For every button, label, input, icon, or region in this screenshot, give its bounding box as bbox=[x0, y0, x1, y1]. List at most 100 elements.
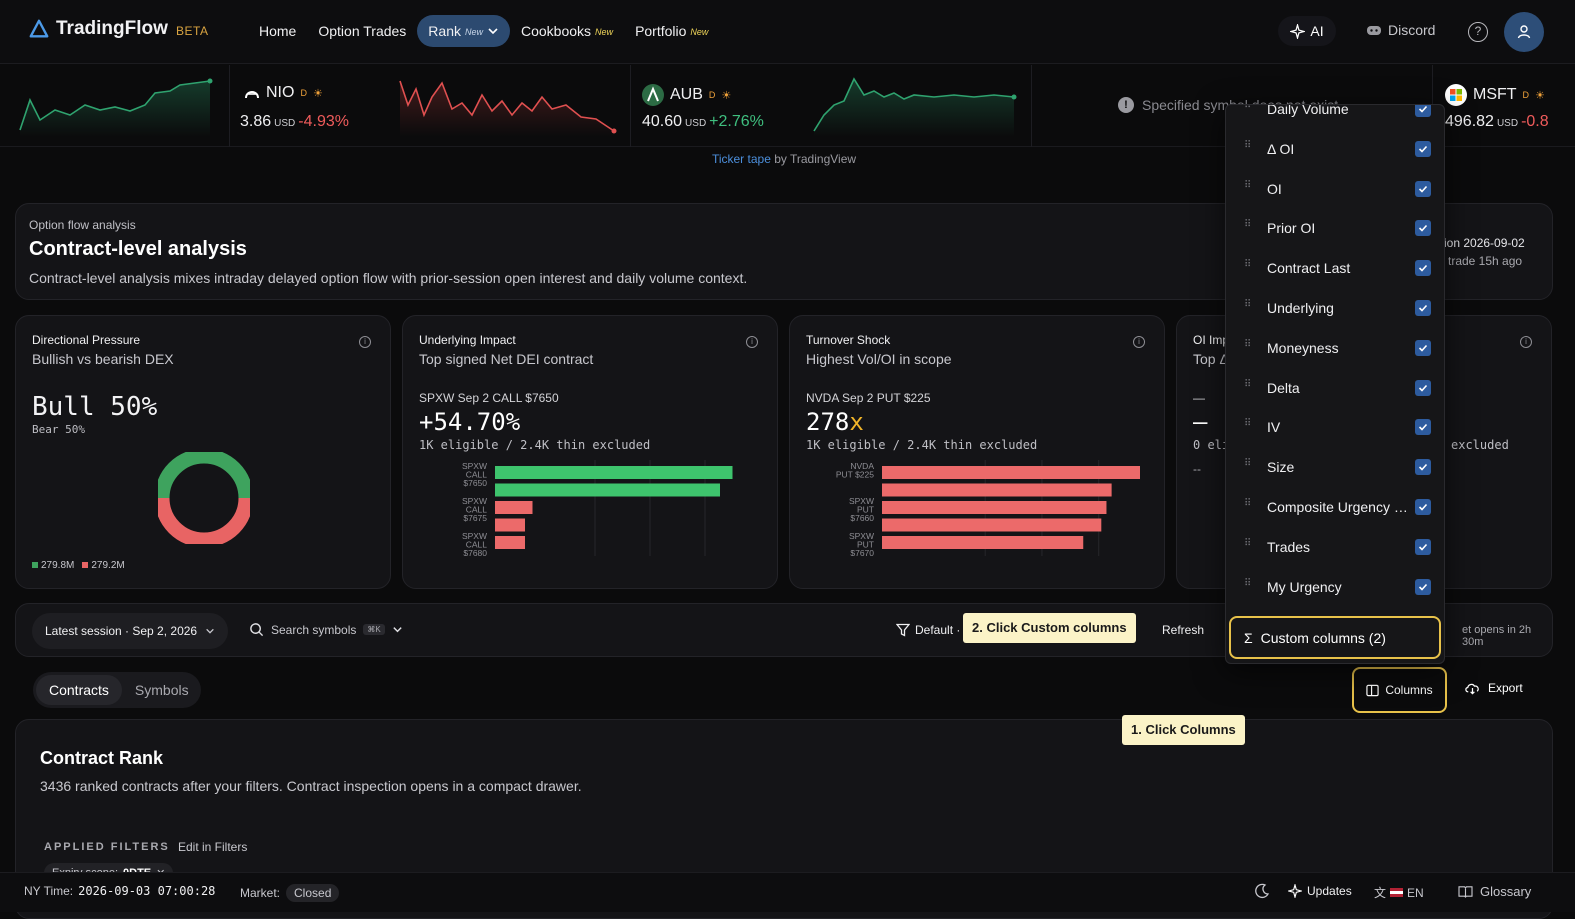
column-toggle-row[interactable]: ⠿ Daily Volume bbox=[1226, 104, 1444, 129]
checkbox[interactable] bbox=[1415, 578, 1431, 595]
ticker-msft[interactable]: MSFT D ☀ bbox=[1445, 84, 1545, 106]
brand-logo[interactable]: TradingFlow bbox=[28, 18, 168, 40]
bar[interactable] bbox=[495, 518, 525, 532]
column-toggle-row[interactable]: ⠿ Moneyness bbox=[1226, 328, 1444, 368]
drag-handle-icon[interactable]: ⠿ bbox=[1244, 104, 1253, 111]
checkbox[interactable] bbox=[1415, 180, 1431, 197]
checkbox[interactable] bbox=[1415, 105, 1431, 117]
ticker-tape-link[interactable]: Ticker tape bbox=[711, 152, 771, 166]
ticker-nio[interactable]: NIO D ☀ bbox=[244, 84, 323, 102]
ticker-change: -4.93% bbox=[298, 113, 349, 130]
columns-button[interactable]: Columns bbox=[1352, 667, 1447, 713]
info-icon[interactable]: i bbox=[1133, 336, 1145, 348]
column-toggle-row[interactable]: ⠿ Delta bbox=[1226, 368, 1444, 408]
checkbox[interactable] bbox=[1415, 499, 1431, 515]
checkbox[interactable] bbox=[1415, 419, 1431, 436]
info-icon[interactable]: i bbox=[1520, 336, 1532, 348]
custom-columns-button[interactable]: Σ Custom columns (2) bbox=[1229, 616, 1441, 659]
columns-label: Columns bbox=[1385, 683, 1433, 697]
bar[interactable] bbox=[495, 466, 733, 479]
export-button[interactable]: Export bbox=[1464, 681, 1523, 695]
column-toggle-row[interactable]: ⠿ My Urgency bbox=[1226, 567, 1444, 607]
updates-button[interactable]: Updates bbox=[1288, 884, 1352, 898]
checkbox[interactable] bbox=[1415, 220, 1431, 237]
bar-label: CALL bbox=[466, 505, 488, 515]
market-status: Market: Closed bbox=[240, 884, 340, 902]
drag-handle-icon[interactable]: ⠿ bbox=[1244, 338, 1253, 350]
nav-home[interactable]: Home bbox=[248, 15, 307, 47]
column-toggle-row[interactable]: ⠿ Prior OI bbox=[1226, 208, 1444, 248]
help-icon[interactable]: ? bbox=[1468, 22, 1488, 42]
drag-handle-icon[interactable]: ⠿ bbox=[1244, 498, 1253, 509]
checkbox[interactable] bbox=[1415, 260, 1431, 277]
tab-symbols[interactable]: Symbols bbox=[134, 682, 189, 698]
session-select[interactable]: Latest session · Sep 2, 2026 bbox=[32, 613, 228, 649]
discord-link[interactable]: Discord bbox=[1366, 22, 1435, 38]
bar-label: SPXW bbox=[462, 531, 487, 541]
column-toggle-row[interactable]: ⠿ Composite Urgency Score bbox=[1226, 487, 1444, 527]
column-toggle-row[interactable]: ⠿ OI bbox=[1226, 169, 1444, 209]
column-toggle-row[interactable]: ⠿ Trades bbox=[1226, 527, 1444, 567]
filter-preset-button[interactable]: Default · bbox=[896, 623, 960, 637]
drag-handle-icon[interactable]: ⠿ bbox=[1244, 418, 1253, 430]
nio-logo-icon bbox=[245, 91, 259, 99]
tradingview-credit: Ticker tape by TradingView bbox=[0, 152, 1568, 166]
column-toggle-row[interactable]: ⠿ Size bbox=[1226, 447, 1444, 487]
bar[interactable] bbox=[882, 536, 1084, 549]
delayed-flag: D bbox=[300, 88, 307, 98]
ticker-currency: USD bbox=[1496, 118, 1519, 129]
column-label: Contract Last bbox=[1267, 260, 1351, 277]
drag-handle-icon[interactable]: ⠿ bbox=[1244, 259, 1253, 271]
drag-handle-icon[interactable]: ⠿ bbox=[1244, 139, 1253, 151]
bar[interactable] bbox=[495, 483, 720, 497]
checkbox[interactable] bbox=[1415, 379, 1431, 396]
bar[interactable] bbox=[495, 501, 533, 514]
info-icon[interactable]: i bbox=[746, 336, 758, 348]
moon-icon[interactable] bbox=[1254, 883, 1270, 899]
column-label: Daily Volume bbox=[1267, 104, 1349, 117]
column-toggle-row[interactable]: ⠿ Contract Last bbox=[1226, 248, 1444, 288]
nav-rank[interactable]: Rank New bbox=[417, 15, 510, 47]
refresh-button[interactable]: Refresh bbox=[1162, 623, 1205, 637]
bar[interactable] bbox=[882, 483, 1112, 497]
drag-handle-icon[interactable]: ⠿ bbox=[1244, 299, 1253, 310]
checkbox[interactable] bbox=[1415, 538, 1431, 555]
nav-cookbooks[interactable]: Cookbooks New bbox=[510, 15, 624, 47]
tab-contracts[interactable]: Contracts bbox=[36, 675, 122, 705]
bar-label: PUT $225 bbox=[836, 470, 874, 480]
drag-handle-icon[interactable]: ⠿ bbox=[1244, 219, 1253, 231]
session-select-label: Latest session · Sep 2, 2026 bbox=[45, 624, 198, 638]
drag-handle-icon[interactable]: ⠿ bbox=[1244, 537, 1253, 549]
symbol-search[interactable]: Search symbols ⌘K bbox=[249, 622, 403, 637]
column-toggle-row[interactable]: ⠿ Underlying bbox=[1226, 288, 1444, 328]
drag-handle-icon[interactable]: ⠿ bbox=[1244, 179, 1253, 191]
avatar[interactable] bbox=[1504, 12, 1544, 52]
bar[interactable] bbox=[882, 518, 1102, 532]
ticker-sparkline-aub bbox=[813, 77, 1017, 137]
column-toggle-row[interactable]: ⠿ IV bbox=[1226, 407, 1444, 447]
legend-bull: 279.8M bbox=[32, 560, 74, 571]
info-icon[interactable]: i bbox=[359, 336, 371, 348]
checkbox[interactable] bbox=[1415, 300, 1431, 316]
checkbox[interactable] bbox=[1415, 459, 1431, 476]
edit-filters-link[interactable]: Edit in Filters bbox=[178, 840, 248, 854]
drag-handle-icon[interactable]: ⠿ bbox=[1244, 378, 1253, 390]
column-toggle-row[interactable]: ⠿ Δ OI bbox=[1226, 129, 1444, 169]
ticker-aub[interactable]: AUB D ☀ bbox=[642, 84, 731, 106]
drag-handle-icon[interactable]: ⠿ bbox=[1244, 577, 1253, 589]
ticker-divider bbox=[229, 65, 230, 147]
columns-menu: ⠿ Daily Volume ⠿ Δ OI ⠿ OI ⠿ Prior OI ⠿ Contract … bbox=[1225, 104, 1445, 664]
chevron-down-icon[interactable] bbox=[392, 624, 403, 635]
nav-portfolio[interactable]: Portfolio New bbox=[624, 15, 719, 47]
glossary-button[interactable]: Glossary bbox=[1458, 884, 1531, 899]
bar[interactable] bbox=[882, 466, 1140, 479]
checkbox[interactable] bbox=[1415, 140, 1431, 157]
ai-button[interactable]: AI bbox=[1278, 16, 1336, 46]
language-switcher[interactable]: 文 EN bbox=[1374, 884, 1424, 901]
bar-label: PUT bbox=[857, 505, 874, 515]
bar[interactable] bbox=[882, 501, 1107, 514]
checkbox[interactable] bbox=[1415, 339, 1431, 356]
nav-option-trades[interactable]: Option Trades bbox=[307, 15, 417, 47]
bar[interactable] bbox=[495, 536, 525, 549]
drag-handle-icon[interactable]: ⠿ bbox=[1244, 458, 1253, 470]
